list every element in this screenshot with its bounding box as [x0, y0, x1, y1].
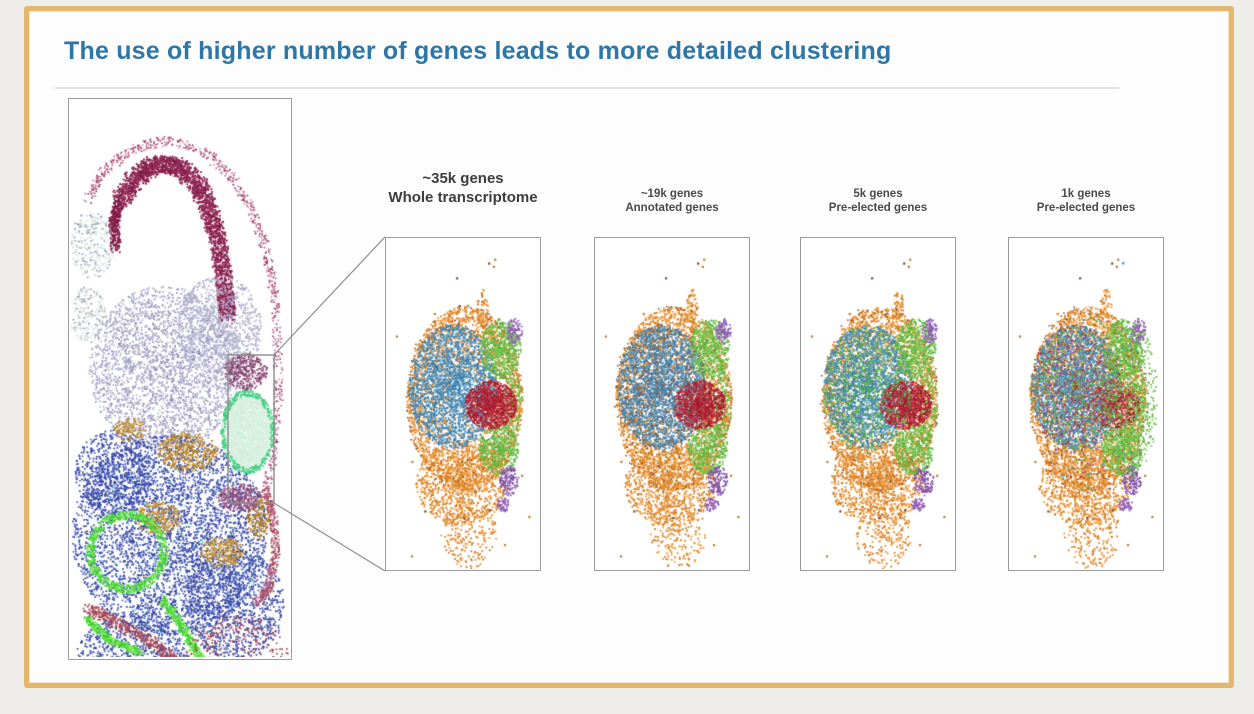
scatter-label-1k: 1k genes Pre-elected genes	[976, 187, 1196, 215]
scatter-label-5k: 5k genes Pre-elected genes	[768, 187, 988, 215]
umap-panel-35k	[385, 237, 541, 571]
umap-panel-1k	[1008, 237, 1164, 571]
scatter-label-5k-line1: 5k genes	[853, 188, 903, 200]
scatter-label-35k-line1: ~35k genes	[422, 170, 504, 187]
scatter-label-35k-line2: Whole transcriptome	[388, 189, 538, 206]
umap-panel-19k	[594, 237, 750, 571]
umap-plot-1k	[1009, 238, 1162, 569]
umap-plot-35k	[386, 238, 539, 569]
scatter-label-19k-line1: ~19k genes	[640, 188, 704, 200]
scatter-label-1k-line1: 1k genes	[1061, 188, 1111, 200]
scatter-label-35k: ~35k genes Whole transcriptome	[353, 169, 573, 207]
presentation-slide: The use of higher number of genes leads …	[24, 6, 1234, 688]
tissue-section-image	[69, 99, 289, 657]
umap-plot-5k	[801, 238, 954, 569]
umap-panel-5k	[800, 237, 956, 571]
scatter-label-19k-line2: Annotated genes	[625, 202, 719, 214]
umap-plot-19k	[595, 238, 748, 569]
title-divider	[55, 87, 1119, 89]
scatter-label-1k-line2: Pre-elected genes	[1036, 202, 1136, 214]
tissue-section-panel	[68, 98, 292, 660]
slide-title: The use of higher number of genes leads …	[64, 37, 892, 65]
scatter-label-5k-line2: Pre-elected genes	[828, 202, 928, 214]
scatter-label-19k: ~19k genes Annotated genes	[562, 187, 782, 215]
